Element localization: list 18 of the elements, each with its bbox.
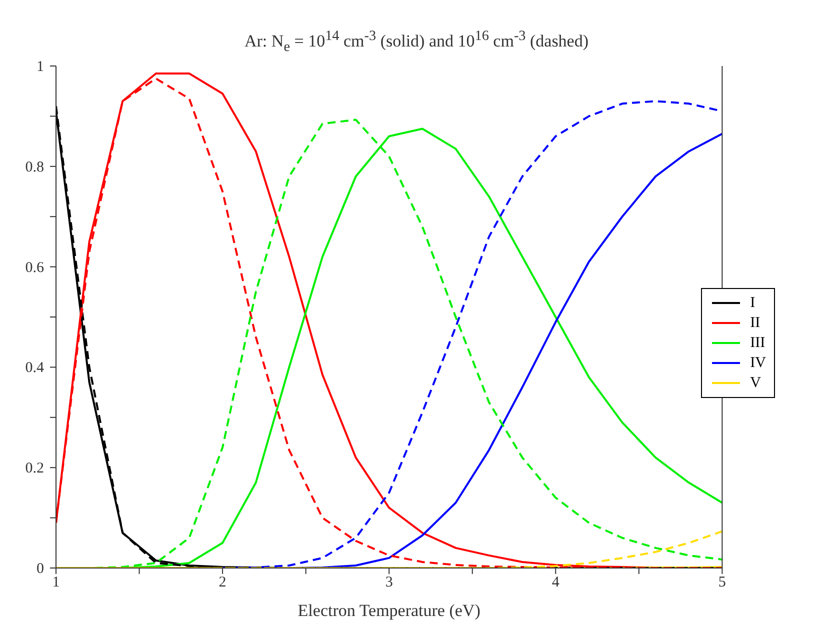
legend-label: IV xyxy=(750,354,766,372)
legend-label: III xyxy=(750,334,766,352)
legend-label: II xyxy=(750,314,760,332)
x-tick-label: 3 xyxy=(385,574,393,591)
y-tick-label: 0 xyxy=(36,561,44,577)
y-tick-label: 1 xyxy=(36,59,44,75)
y-tick-label: 0.2 xyxy=(25,460,44,477)
chart-title: Ar: N$_{e}$ = 10$^{14}$ cm$^{-3}$ (solid) and 10$^{16}$ cm$^{-3}$ (dashed) xyxy=(244,28,589,56)
x-tick-label: 5 xyxy=(718,574,726,591)
legend-label: I xyxy=(750,294,756,312)
x-axis-title: Electron Temperature (eV) xyxy=(298,601,480,620)
x-tick-label: 1 xyxy=(52,574,60,591)
y-tick-label: 0.8 xyxy=(25,159,44,176)
x-tick-label: 4 xyxy=(552,574,560,591)
y-tick-label: 0.4 xyxy=(25,360,44,376)
y-tick-label: 0.6 xyxy=(25,260,44,276)
legend-label: V xyxy=(750,374,762,392)
x-tick-label: 2 xyxy=(218,574,226,591)
